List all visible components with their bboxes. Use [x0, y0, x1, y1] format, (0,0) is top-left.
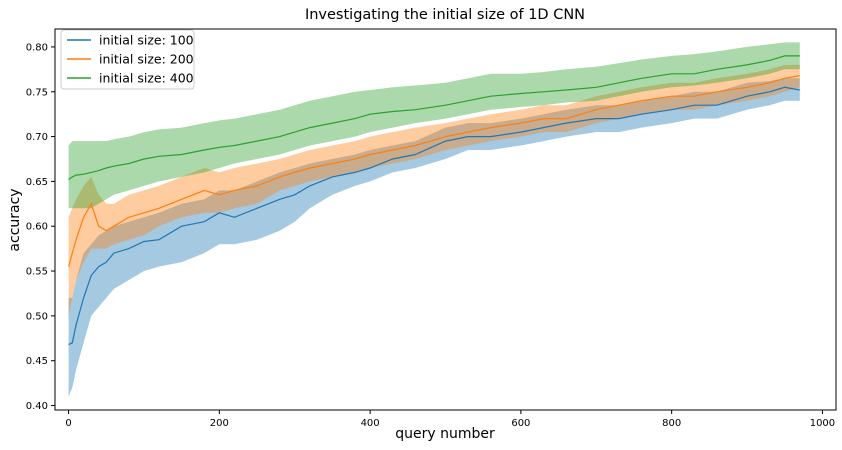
y-axis-ticks: 0.40 0.45 0.50 0.55 0.60 0.65 0.70 0.75 0.80	[26, 42, 55, 412]
series-line-3	[68, 55, 800, 181]
x-tick-label: 800	[662, 418, 681, 429]
x-tick-label: 400	[361, 418, 380, 429]
confidence-band-3	[68, 42, 800, 209]
y-tick-label: 0.45	[26, 356, 48, 367]
legend-label-1: initial size: 100	[99, 33, 194, 48]
legend-box	[60, 29, 195, 90]
y-tick-label: 0.70	[26, 132, 48, 143]
plot-frame	[54, 28, 837, 411]
chart-title: Investigating the initial size of 1D CNN	[305, 7, 585, 23]
legend: initial size: 100 initial size: 200 initia…	[60, 29, 195, 90]
x-axis-label: query number	[395, 426, 495, 442]
x-axis-ticks: 0 200 400 600 800 1000	[65, 410, 835, 429]
series-lines	[68, 55, 800, 346]
series-line-1	[68, 86, 800, 346]
legend-label-2: initial size: 200	[99, 52, 194, 67]
confidence-bands	[68, 42, 800, 397]
y-tick-label: 0.50	[26, 311, 48, 322]
x-tick-label: 200	[210, 418, 229, 429]
x-tick-label: 1000	[810, 418, 835, 429]
y-axis-label: accuracy	[7, 188, 23, 251]
y-tick-label: 0.55	[26, 267, 48, 278]
x-tick-label: 600	[511, 418, 530, 429]
y-tick-label: 0.40	[26, 401, 48, 412]
legend-label-3: initial size: 400	[99, 71, 194, 86]
confidence-band-1	[68, 78, 800, 397]
x-tick-label: 0	[65, 418, 71, 429]
y-tick-label: 0.75	[26, 87, 48, 98]
y-tick-label: 0.60	[26, 222, 48, 233]
y-tick-label: 0.80	[26, 42, 48, 53]
y-tick-label: 0.65	[26, 177, 48, 188]
series-line-2	[68, 75, 800, 267]
